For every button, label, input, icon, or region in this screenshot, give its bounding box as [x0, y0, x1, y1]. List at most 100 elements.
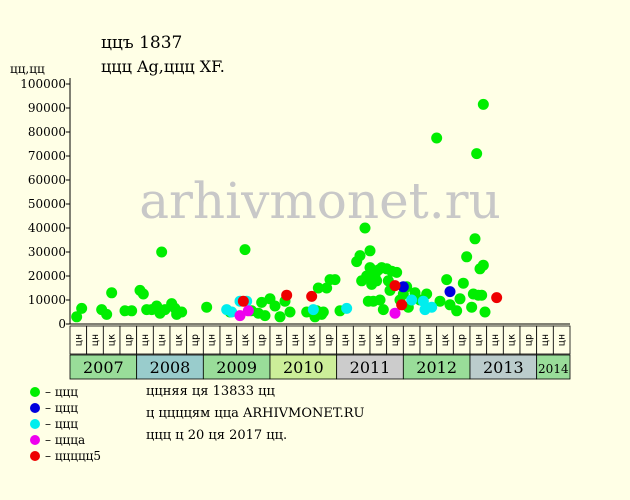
- legend-dot-icon: [30, 403, 40, 413]
- data-point: [76, 302, 88, 314]
- data-point: [201, 301, 213, 313]
- year-cell: [202, 354, 271, 380]
- legend-label: – ццц: [45, 385, 78, 399]
- data-point: [444, 286, 456, 298]
- data-point: [237, 295, 249, 307]
- month-label: цк: [440, 334, 451, 346]
- month-label: цн: [157, 334, 168, 346]
- data-point: [284, 306, 296, 318]
- data-point: [281, 289, 293, 301]
- data-point: [466, 301, 478, 313]
- data-point: [364, 245, 376, 257]
- y-tick-label: 70000: [28, 149, 66, 163]
- month-label: цн: [223, 334, 234, 346]
- data-point: [426, 301, 438, 313]
- month-label: цн: [490, 334, 501, 346]
- year-label: 2014: [538, 362, 569, 376]
- data-point: [234, 310, 246, 322]
- data-point: [226, 306, 238, 318]
- month-label: цн: [73, 334, 84, 346]
- data-point: [71, 311, 83, 323]
- legend-item: – ццца: [30, 432, 101, 448]
- info-block: ццняя ця 13833 цц ц ццццям цца ARHIVMONE…: [146, 384, 365, 450]
- y-tick-label: 40000: [28, 221, 66, 235]
- chart-subtitle: ццц Ag,ццц XF.: [101, 57, 225, 76]
- month-label: цк: [240, 334, 251, 346]
- data-point: [259, 310, 271, 322]
- year-label: 2013: [483, 358, 524, 377]
- data-point: [397, 281, 409, 293]
- data-point: [451, 305, 463, 317]
- data-point: [341, 302, 353, 314]
- month-label: цр: [257, 334, 268, 346]
- legend-dot-icon: [30, 419, 40, 429]
- data-point: [312, 282, 324, 294]
- data-point: [389, 307, 401, 319]
- info-source: ц ццццям цца ARHIVMONET.RU: [146, 406, 365, 421]
- data-point: [371, 275, 383, 287]
- legend-label: – ццца: [45, 433, 86, 447]
- y-tick-label: 30000: [28, 245, 66, 259]
- month-label: цн: [407, 334, 418, 346]
- data-point: [431, 132, 443, 144]
- data-point: [389, 280, 401, 292]
- price-scatter-chart: arhivmonet.ru 0 10000 20000 30000 40000 50000 6…: [20, 77, 571, 380]
- data-point: [396, 299, 408, 311]
- year-cell: [402, 354, 471, 380]
- data-point: [106, 287, 118, 299]
- data-point: [359, 222, 371, 234]
- month-label: цк: [107, 334, 118, 346]
- legend-item: – ццц: [30, 400, 101, 416]
- legend-item: – ццццц5: [30, 448, 101, 464]
- data-point: [176, 306, 188, 318]
- month-label: цк: [507, 334, 518, 346]
- data-point: [406, 294, 418, 306]
- month-label: цн: [357, 334, 368, 346]
- info-average-price: ццняя ця 13833 цц: [146, 384, 275, 399]
- data-point: [274, 311, 286, 323]
- month-label: цн: [423, 334, 434, 346]
- month-label: цр: [390, 334, 401, 346]
- y-tick-label: 90000: [28, 101, 66, 115]
- year-cell: [69, 354, 138, 380]
- year-label: 2009: [216, 358, 257, 377]
- data-point: [317, 306, 329, 318]
- watermark-text: arhivmonet.ru: [139, 172, 501, 230]
- year-cell: [136, 354, 204, 380]
- month-label: цн: [140, 334, 151, 346]
- month-label: цн: [90, 334, 101, 346]
- legend-item: – ццц: [30, 416, 101, 432]
- y-axis-unit-label: цц,цц: [10, 62, 45, 76]
- legend-label: – ццц: [45, 401, 78, 415]
- info-date: ццц ц 20 ця 2017 цц.: [146, 428, 288, 443]
- year-cell: [536, 354, 571, 380]
- data-point: [364, 262, 376, 274]
- data-point: [479, 306, 491, 318]
- month-label: цр: [190, 334, 201, 346]
- month-label: цр: [123, 334, 134, 346]
- y-tick-label: 100000: [20, 77, 66, 91]
- data-point: [471, 148, 483, 160]
- month-label: цн: [540, 334, 551, 346]
- data-point: [434, 295, 446, 307]
- month-label: цр: [457, 334, 468, 346]
- data-point: [476, 289, 488, 301]
- chart-title: ццъ 1837: [101, 33, 183, 53]
- data-point: [461, 251, 473, 263]
- month-cell: [552, 325, 571, 355]
- month-label: цн: [273, 334, 284, 346]
- legend-item: – ццц: [30, 384, 101, 400]
- month-label: цн: [290, 334, 301, 346]
- year-label: 2011: [350, 358, 391, 377]
- data-point: [306, 290, 318, 302]
- data-point: [377, 304, 389, 316]
- data-point: [269, 300, 281, 312]
- data-point: [477, 259, 489, 271]
- month-label: цн: [207, 334, 218, 346]
- month-label: цр: [323, 334, 334, 346]
- data-point: [391, 266, 403, 278]
- data-point: [441, 274, 453, 286]
- y-tick-label: 20000: [28, 269, 66, 283]
- data-point: [156, 246, 168, 258]
- data-point: [239, 244, 251, 256]
